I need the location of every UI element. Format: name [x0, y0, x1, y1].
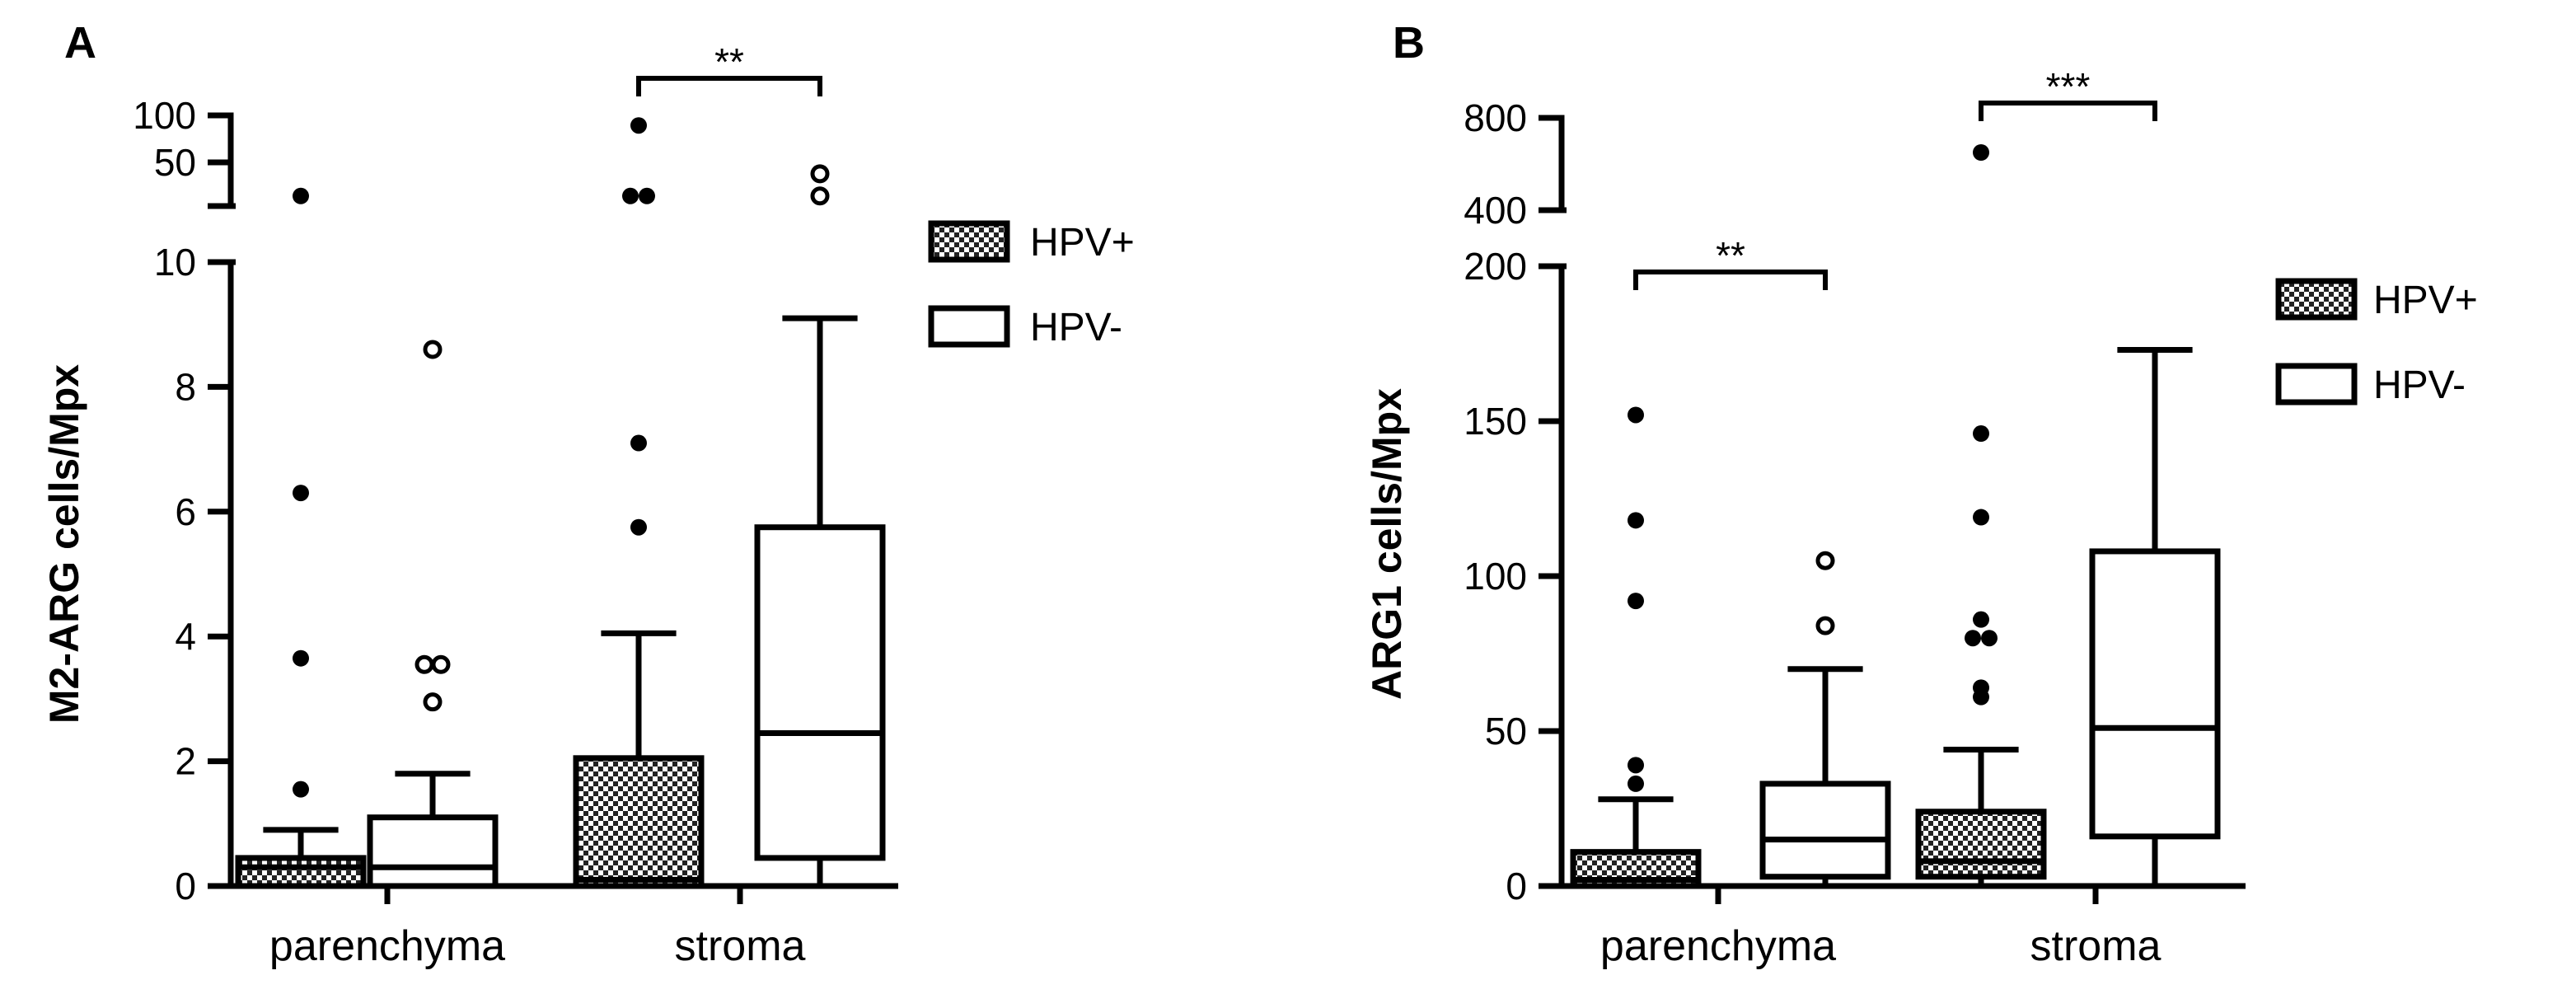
y-tick-label: 2	[175, 740, 196, 783]
box-body	[754, 524, 886, 861]
box-hpvplus-stroma	[573, 117, 705, 889]
box-body	[235, 855, 367, 889]
y-tick-label: 400	[1464, 189, 1527, 232]
y-tick-label: 0	[1506, 865, 1527, 907]
box-body	[1915, 809, 2047, 880]
y-tick-label: 0	[175, 865, 196, 907]
panel-letter: B	[1393, 18, 1425, 68]
y-tick-label: 50	[154, 141, 196, 184]
box-body	[1759, 781, 1891, 880]
y-tick-label: 100	[133, 94, 196, 137]
outlier-point	[622, 187, 639, 204]
x-category-label: stroma	[2030, 922, 2161, 970]
outlier-point	[1815, 616, 1835, 635]
outlier-point	[1628, 757, 1644, 774]
outlier-point	[1965, 630, 1981, 647]
y-tick-label: 4	[175, 615, 196, 658]
outlier-point	[1628, 406, 1644, 424]
x-category-label: stroma	[675, 922, 806, 970]
outlier-point	[1628, 775, 1644, 792]
box-hpvplus-parenchyma	[1570, 406, 1702, 889]
y-axis-label: M2-ARG cells/Mpx	[41, 364, 87, 724]
y-axis-label: ARG1 cells/Mpx	[1364, 388, 1410, 700]
legend-label: HPV-	[1030, 306, 1122, 349]
x-category-label: parenchyma	[269, 922, 505, 970]
chart-panel-b: B ARG1 cells/Mpx 0 50 100 150 200 400 800 parench…	[1364, 18, 2478, 970]
box-hpvminus-parenchyma	[1759, 551, 1891, 889]
outlier-point	[423, 692, 443, 712]
y-tick-label: 100	[1464, 555, 1527, 598]
outlier-point	[630, 117, 647, 134]
significance-bracket	[1633, 270, 1828, 290]
outlier-point	[1981, 630, 1998, 647]
outlier-point	[1973, 509, 1989, 526]
y-tick-label: 50	[1485, 710, 1527, 752]
outlier-point	[639, 187, 655, 204]
y-tick-label: 150	[1464, 400, 1527, 443]
significance-label: **	[1716, 234, 1745, 277]
y-tick-label: 200	[1464, 245, 1527, 288]
y-tick-label: 8	[175, 365, 196, 408]
outlier-point	[810, 164, 830, 184]
outlier-point	[1815, 551, 1835, 570]
box-hpvminus-stroma	[2089, 347, 2221, 889]
outlier-point	[293, 485, 309, 502]
box-hpvminus-parenchyma	[367, 340, 499, 889]
panel-letter: A	[64, 18, 96, 68]
outlier-point	[1628, 512, 1644, 529]
box-hpvplus-stroma	[1915, 144, 2047, 889]
significance-label: ***	[2046, 65, 2091, 108]
significance-label: **	[714, 40, 744, 83]
box-body	[2089, 548, 2221, 840]
legend-label: HPV-	[2373, 363, 2466, 407]
outlier-point	[810, 186, 830, 206]
outlier-point	[431, 654, 451, 674]
y-tick-label: 6	[175, 490, 196, 533]
legend-swatch	[2275, 363, 2358, 406]
significance-bracket	[636, 76, 822, 96]
outlier-point	[293, 649, 309, 667]
outlier-point	[423, 340, 443, 359]
x-category-label: parenchyma	[1600, 922, 1836, 970]
legend-label: HPV+	[2373, 279, 2478, 322]
outlier-point	[1628, 593, 1644, 610]
outlier-point	[630, 434, 647, 452]
box-body	[573, 755, 705, 889]
outlier-point	[1973, 144, 1989, 161]
legend-label: HPV+	[1030, 221, 1135, 265]
outlier-point	[293, 187, 309, 204]
outlier-point	[415, 654, 434, 674]
significance-bracket	[1979, 101, 2157, 121]
outlier-point	[1973, 679, 1989, 696]
y-tick-label: 10	[154, 241, 196, 284]
y-tick-label: 800	[1464, 96, 1527, 139]
outlier-point	[293, 781, 309, 798]
outlier-point	[1973, 611, 1989, 628]
outlier-point	[1973, 425, 1989, 443]
legend-swatch	[928, 220, 1010, 263]
box-body	[367, 814, 499, 889]
outlier-point	[630, 518, 647, 536]
legend-swatch	[928, 305, 1010, 348]
box-hpvplus-parenchyma	[235, 187, 367, 889]
legend-swatch	[2275, 278, 2358, 321]
box-hpvminus-stroma	[754, 164, 886, 889]
